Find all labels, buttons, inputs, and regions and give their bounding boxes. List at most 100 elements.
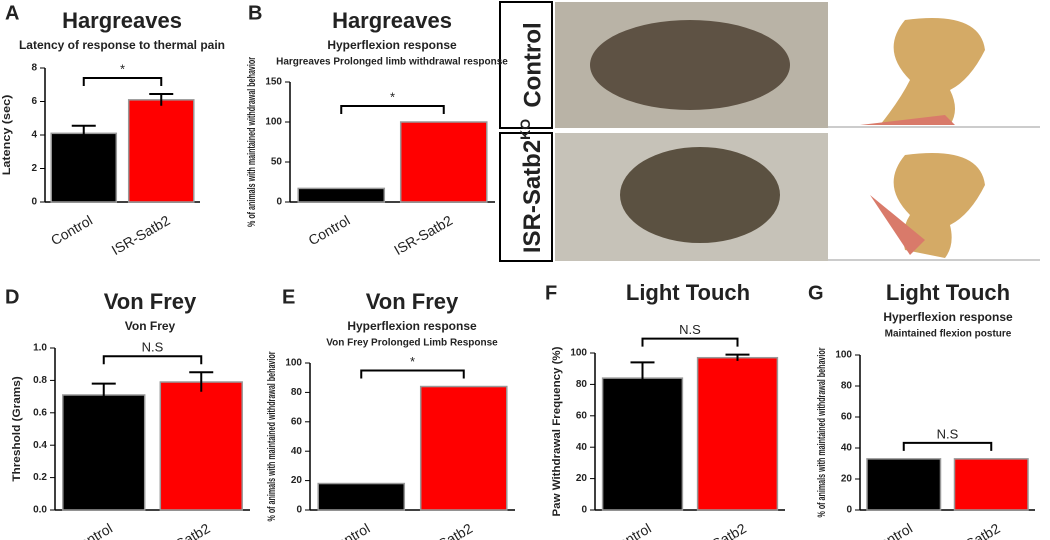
significance-label: * bbox=[410, 354, 415, 369]
significance-label: * bbox=[120, 61, 125, 76]
panel-letter: G bbox=[808, 282, 824, 304]
x-tick-label: ISR-Satb2 bbox=[391, 212, 455, 258]
significance-label: N.S bbox=[937, 426, 959, 441]
y-tick-label: 0 bbox=[31, 197, 37, 208]
y-tick-label: 40 bbox=[576, 442, 588, 453]
error-bar bbox=[71, 124, 96, 141]
x-tick-label: Control bbox=[68, 520, 115, 540]
y-tick-label: 0.0 bbox=[33, 505, 47, 516]
y-tick-label: 100 bbox=[285, 358, 302, 369]
y-tick-label: 8 bbox=[31, 63, 37, 74]
bar bbox=[127, 99, 195, 203]
error-bar bbox=[189, 371, 214, 392]
bar bbox=[399, 121, 488, 203]
chart-subtitle: Von Frey bbox=[125, 319, 176, 333]
y-tick-label: 80 bbox=[291, 387, 303, 398]
paw-cartoon bbox=[860, 115, 955, 125]
significance-bracket bbox=[641, 337, 739, 347]
significance-bracket bbox=[340, 105, 445, 114]
y-tick-label: 0 bbox=[276, 197, 282, 208]
y-axis-label: Threshold (Grams) bbox=[11, 376, 23, 482]
x-tick-label: ISR-Satb2 bbox=[411, 520, 475, 540]
bar bbox=[50, 132, 118, 203]
mouse bbox=[590, 20, 790, 110]
y-tick-label: 80 bbox=[841, 381, 853, 392]
y-tick-label: 1.0 bbox=[33, 343, 47, 354]
significance-bracket bbox=[360, 369, 465, 379]
leg-cartoon bbox=[880, 18, 985, 125]
y-tick-label: 100 bbox=[570, 348, 587, 359]
chart-title: Hargreaves bbox=[332, 8, 452, 33]
significance-bracket bbox=[102, 355, 203, 365]
significance-label: N.S bbox=[142, 340, 164, 355]
chart-subtitle: Hargreaves Prolonged limb withdrawal res… bbox=[276, 57, 508, 68]
photo-panel: C Control ISR-Satb2KO bbox=[499, 1, 1040, 262]
leg-cartoon bbox=[893, 153, 985, 258]
bar bbox=[696, 356, 779, 511]
y-tick-label: 100 bbox=[835, 350, 852, 361]
chart-subtitle: Von Frey Prolonged Limb Response bbox=[326, 338, 498, 349]
significance-label: * bbox=[390, 89, 395, 104]
y-tick-label: 0.4 bbox=[33, 440, 47, 451]
y-tick-label: 100 bbox=[265, 117, 282, 128]
y-tick-label: 60 bbox=[576, 410, 588, 421]
y-tick-label: 20 bbox=[291, 475, 303, 486]
photo-label: ISR-Satb2KO bbox=[517, 119, 547, 253]
label-box bbox=[499, 1, 553, 129]
panel-letter: F bbox=[545, 282, 557, 304]
significance-bracket bbox=[82, 76, 163, 86]
bar bbox=[159, 381, 243, 511]
panel-letter: E bbox=[282, 286, 295, 308]
x-tick-label: Control bbox=[607, 520, 654, 540]
y-axis-label: Paw Withdrawal Frequency (%) bbox=[551, 346, 563, 516]
chart-title: Light Touch bbox=[626, 280, 750, 305]
panel-letter: D bbox=[5, 286, 19, 308]
bar bbox=[62, 394, 146, 511]
x-tick-label: ISR-Satb2 bbox=[939, 520, 1003, 540]
mouse bbox=[620, 147, 780, 243]
error-bar bbox=[91, 382, 116, 407]
chart-title: Von Frey bbox=[104, 289, 197, 314]
bar bbox=[419, 385, 508, 511]
y-tick-label: 0 bbox=[846, 505, 852, 516]
panel-letter: A bbox=[5, 2, 19, 24]
panel-letter: B bbox=[248, 2, 262, 24]
label-box bbox=[499, 132, 553, 262]
chart-title: Hargreaves bbox=[62, 8, 182, 33]
y-tick-label: 50 bbox=[271, 157, 283, 168]
bar bbox=[601, 377, 684, 511]
significance-label: N.S bbox=[679, 322, 701, 337]
y-tick-label: 40 bbox=[291, 446, 303, 457]
error-bar bbox=[630, 361, 655, 394]
y-tick-label: 40 bbox=[841, 443, 853, 454]
x-tick-label: Control bbox=[868, 520, 915, 540]
chart-subtitle: Hyperflexion response bbox=[347, 319, 477, 333]
x-tick-label: Control bbox=[326, 520, 373, 540]
error-bar bbox=[725, 353, 750, 361]
photo-label-text: ISR-Satb2 bbox=[519, 140, 546, 253]
y-tick-label: 0.8 bbox=[33, 375, 47, 386]
y-axis-label: % of animals with maintained withdrawal … bbox=[246, 57, 258, 227]
chart-title: Von Frey bbox=[366, 289, 459, 314]
bar bbox=[953, 458, 1029, 511]
significance-bracket bbox=[902, 441, 993, 451]
y-tick-label: 0 bbox=[296, 505, 302, 516]
y-tick-label: 0.6 bbox=[33, 407, 47, 418]
y-tick-label: 20 bbox=[841, 474, 853, 485]
y-tick-label: 6 bbox=[31, 96, 37, 107]
y-tick-label: 0 bbox=[581, 505, 587, 516]
x-tick-label: ISR-Satb2 bbox=[109, 212, 173, 258]
chart-title: Light Touch bbox=[886, 280, 1010, 305]
y-tick-label: 20 bbox=[576, 473, 588, 484]
paw-cartoon bbox=[870, 195, 925, 255]
x-tick-label: Control bbox=[306, 212, 353, 248]
y-tick-label: 80 bbox=[576, 379, 588, 390]
y-axis-label: Latency (sec) bbox=[1, 94, 13, 175]
x-tick-label: ISR-Satb2 bbox=[149, 520, 213, 540]
y-axis-label: % of animals with maintained withdrawal … bbox=[266, 351, 278, 521]
chart-subtitle: Latency of response to thermal pain bbox=[19, 38, 225, 52]
photo-label-sup: KO bbox=[517, 119, 533, 140]
bar bbox=[297, 187, 386, 203]
y-tick-label: 0.2 bbox=[33, 472, 47, 483]
error-bar bbox=[149, 92, 174, 106]
